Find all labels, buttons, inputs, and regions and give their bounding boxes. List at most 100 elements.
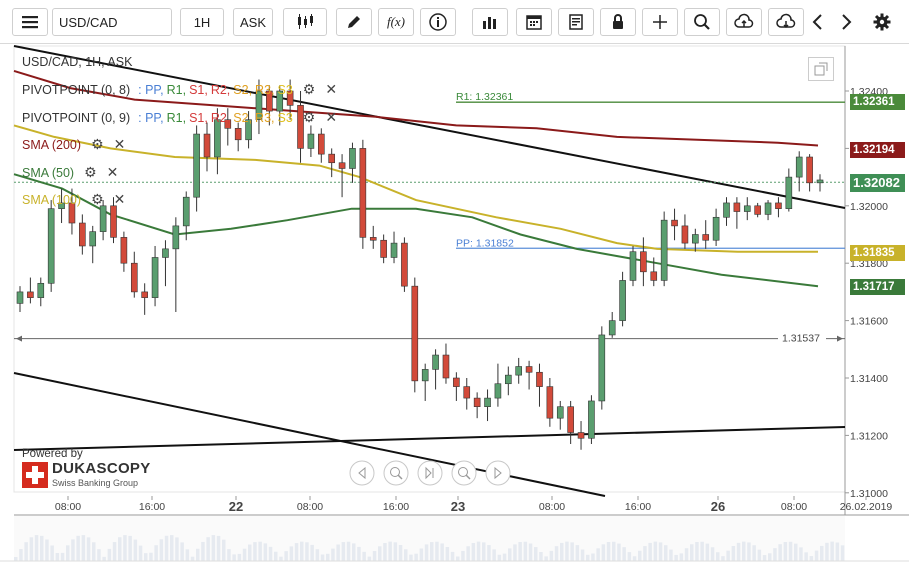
gear-icon[interactable]: ⚙ <box>84 164 97 180</box>
volume-bar <box>778 544 782 561</box>
volume-bar <box>107 548 112 561</box>
candle <box>266 85 273 126</box>
zoom-out-button[interactable] <box>383 460 409 486</box>
symbol-selector[interactable]: USD/CAD <box>52 8 172 36</box>
expand-chart-button[interactable] <box>808 57 834 81</box>
candle-body <box>598 334 606 402</box>
indicator-name: PIVOTPOINT (0, 9) <box>22 110 131 125</box>
volume-bar <box>653 541 658 561</box>
candle <box>619 271 626 327</box>
zoom-button[interactable] <box>684 8 720 36</box>
volume-bar <box>752 545 756 561</box>
close-icon[interactable]: ✕ <box>325 109 338 125</box>
scroll-right-button[interactable] <box>834 8 858 36</box>
close-icon[interactable]: ✕ <box>325 81 338 97</box>
function-button[interactable]: f(x) <box>378 8 414 36</box>
nav-back-button[interactable] <box>349 460 375 486</box>
price-label: 1.32361 <box>850 94 905 111</box>
magnifier-handle <box>397 474 403 480</box>
volume-bar <box>154 545 158 561</box>
triangle-left-icon <box>358 466 366 480</box>
candle-body <box>172 225 180 250</box>
volume-bar <box>357 546 361 561</box>
volume-bar <box>700 541 704 561</box>
volume-bar <box>320 554 325 561</box>
scroll-left-button[interactable] <box>806 8 830 36</box>
download-button[interactable] <box>768 8 804 36</box>
candle <box>723 197 730 226</box>
x-tick-label: 22 <box>229 499 243 514</box>
candle-body <box>702 234 710 241</box>
crosshair-button[interactable] <box>642 8 678 36</box>
close-icon[interactable]: ✕ <box>113 191 126 207</box>
candle <box>390 231 398 264</box>
candle <box>151 245 159 307</box>
indicator-pivot-9[interactable]: PIVOTPOINT (0, 9) : PP, R1, S1, R2, S2, … <box>22 109 337 126</box>
gear-icon[interactable]: ⚙ <box>91 136 104 152</box>
gear-icon[interactable]: ⚙ <box>302 109 316 125</box>
close-icon[interactable]: ✕ <box>106 164 119 180</box>
lock-button[interactable] <box>600 8 636 36</box>
candle <box>556 400 564 430</box>
candle-body <box>27 291 34 298</box>
sma-100-line <box>13 124 818 253</box>
candle <box>79 214 86 255</box>
candle-body <box>47 208 55 284</box>
chevron-right-icon <box>842 14 852 30</box>
level-r1: R1, <box>166 110 187 125</box>
volume-bar <box>658 542 663 561</box>
side-selector[interactable]: ASK <box>233 8 273 36</box>
candle <box>650 257 658 287</box>
volume-bar <box>268 546 273 561</box>
nav-circle <box>451 460 477 486</box>
candle-body <box>775 202 782 209</box>
info-button[interactable] <box>420 8 456 36</box>
candle-body <box>266 90 273 112</box>
gear-icon[interactable]: ⚙ <box>302 81 316 97</box>
indicators-button[interactable] <box>472 8 508 36</box>
volume-bar <box>502 553 507 561</box>
indicator-sma-50[interactable]: SMA (50) ⚙ ✕ <box>22 164 118 181</box>
gear-icon[interactable]: ⚙ <box>91 191 104 207</box>
upload-button[interactable] <box>726 8 762 36</box>
indicator-name: SMA (50) <box>22 165 75 180</box>
volume-bar <box>196 548 200 561</box>
reset-button[interactable] <box>417 460 443 486</box>
indicator-name: PIVOTPOINT (0, 8) <box>22 82 131 97</box>
candle-body <box>338 162 346 169</box>
candle <box>421 363 429 401</box>
menu-icon[interactable] <box>12 8 48 36</box>
function-label: f(x) <box>386 14 406 29</box>
nav-forward-button[interactable] <box>485 460 511 486</box>
indicator-pivot-8[interactable]: PIVOTPOINT (0, 8) : PP, R1, S1, R2, S2, … <box>22 81 337 98</box>
candle-body <box>785 176 793 209</box>
volume-bar <box>430 542 434 561</box>
level-s3: S3 <box>277 82 293 97</box>
close-icon[interactable]: ✕ <box>113 136 126 152</box>
volume-bar <box>435 541 439 561</box>
powered-by: Powered by <box>22 448 83 460</box>
calendar-button[interactable] <box>516 8 552 36</box>
candle-body <box>110 205 117 238</box>
symbol-label: USD/CAD <box>59 14 118 30</box>
indicator-sma-200[interactable]: SMA (200) ⚙ ✕ <box>22 136 125 153</box>
brand-tagline: Swiss Banking Group <box>52 478 139 488</box>
volume-bar <box>164 535 169 561</box>
draw-tool-button[interactable] <box>336 8 372 36</box>
chart-title-text: USD/CAD, 1H, ASK <box>22 55 133 69</box>
zoom-in-button[interactable] <box>451 460 477 486</box>
candle-body <box>369 237 377 241</box>
volume-bar <box>305 542 309 561</box>
volume-bar <box>362 551 366 561</box>
volume-bar <box>601 544 606 561</box>
indicator-sma-100[interactable]: SMA (100) ⚙ ✕ <box>22 191 125 208</box>
report-button[interactable] <box>558 8 594 36</box>
candle <box>764 200 772 221</box>
chart-type-button[interactable] <box>283 8 327 36</box>
volume-bar <box>612 541 616 561</box>
volume-bar <box>71 539 75 561</box>
timeframe-selector[interactable]: 1H <box>180 8 224 36</box>
candle <box>598 326 606 410</box>
gear-icon <box>873 13 891 31</box>
settings-button[interactable] <box>868 8 896 36</box>
